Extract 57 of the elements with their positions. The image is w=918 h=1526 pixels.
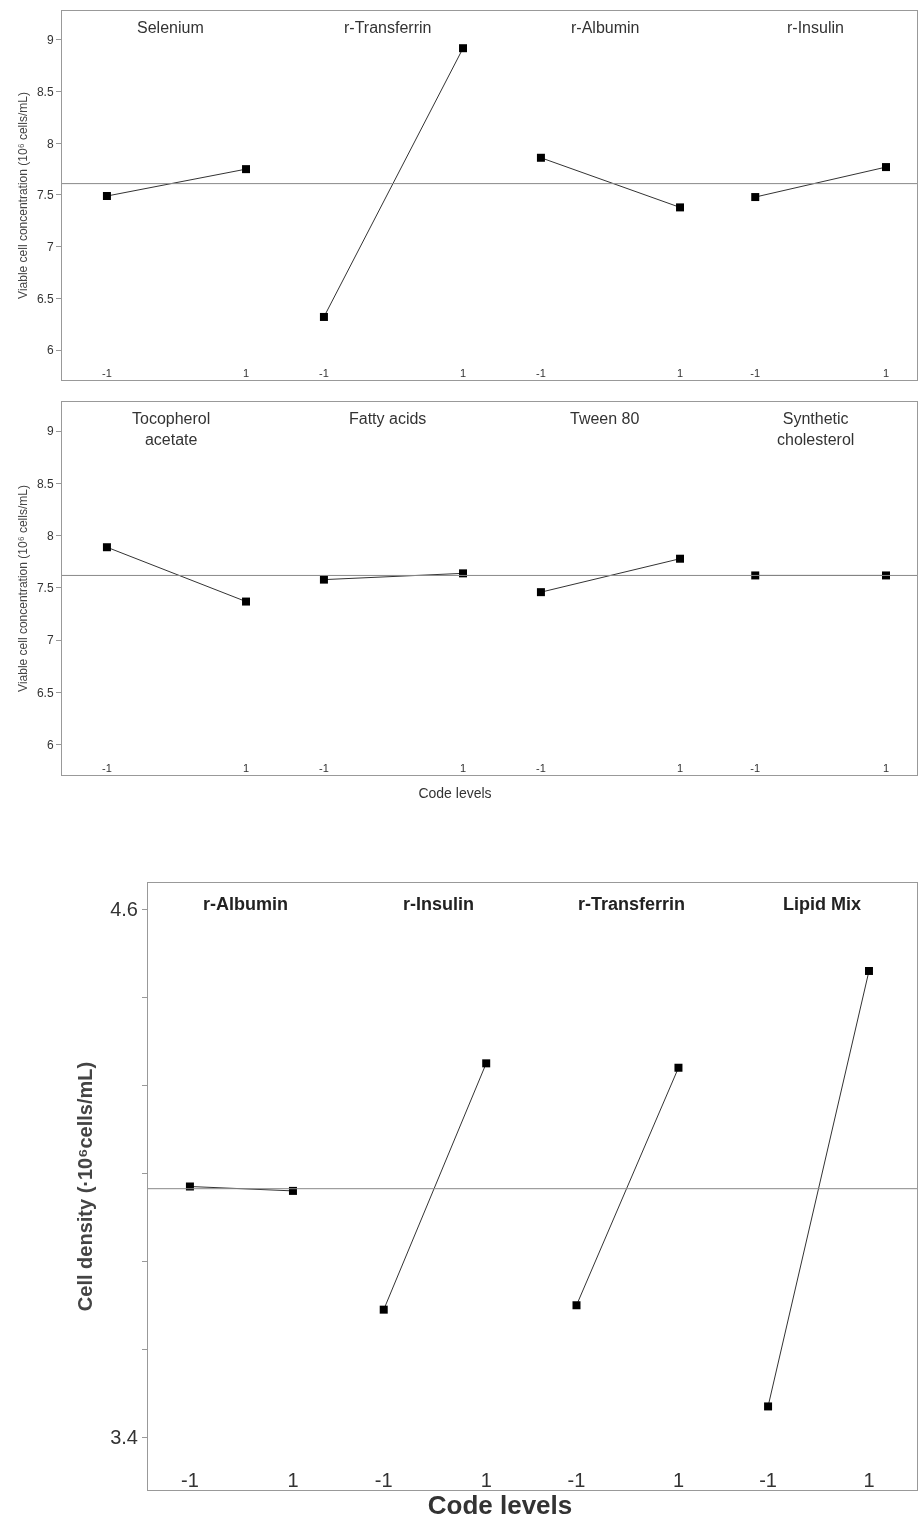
x-tick-label: 1 <box>672 1469 685 1491</box>
y-tick-label: 8.5 <box>36 84 54 99</box>
text: Synthetic cholesterol <box>777 410 855 448</box>
x-tick-label: 1 <box>863 1469 875 1491</box>
y-axis-title: Viable cell concentration (10⁶ cells/mL) <box>16 92 31 299</box>
x-tick-label: 1 <box>882 762 890 774</box>
y-tick-label: 6.5 <box>36 685 54 700</box>
x-axis-title: Code levels <box>426 1490 574 1521</box>
y-tick-label: 6.5 <box>36 291 54 306</box>
y-tick-label: 6 <box>46 343 54 358</box>
x-tick-label: 1 <box>459 762 467 774</box>
y-tick-label: 8 <box>46 136 54 151</box>
text: r-Transferrin <box>578 894 686 914</box>
y-tick-label: 4.6 <box>110 898 138 921</box>
text: r-Insulin <box>787 19 844 36</box>
text: r-Insulin <box>403 894 474 914</box>
y-tick-label: 7 <box>46 633 54 648</box>
x-tick-label: 1 <box>480 1469 492 1491</box>
x-axis-title: Code levels <box>417 785 493 801</box>
x-tick-label: -1 <box>536 762 546 774</box>
x-tick-label: -1 <box>319 762 329 774</box>
text: Fatty acids <box>349 410 427 427</box>
text: r-Transferrin <box>344 19 432 36</box>
y-tick-label: 6 <box>46 737 54 752</box>
text: Tocopherol acetate <box>132 410 211 448</box>
x-tick-label: -1 <box>536 367 546 379</box>
text: r-Albumin <box>203 894 288 914</box>
y-tick-label: 3.4 <box>110 1426 138 1449</box>
x-tick-label: -1 <box>759 1469 777 1491</box>
y-tick-label: 7.5 <box>36 581 54 596</box>
x-tick-label: 1 <box>459 367 467 379</box>
y-tick-label: 8.5 <box>36 476 54 491</box>
x-tick-label: 1 <box>676 762 684 774</box>
text: r-Albumin <box>571 19 640 36</box>
x-tick-label: -1 <box>374 1469 393 1491</box>
x-tick-label: 1 <box>242 762 250 774</box>
y-tick-label: 9 <box>46 424 54 439</box>
text: Tween 80 <box>570 410 640 427</box>
x-tick-label: -1 <box>102 762 112 774</box>
y-tick-label: 7.5 <box>36 188 54 203</box>
y-tick-label: 8 <box>46 528 54 543</box>
y-tick-label: 9 <box>46 33 54 48</box>
y-axis-title: Cell density (·10⁶cells/mL) <box>73 1061 96 1312</box>
y-tick-label: 7 <box>46 239 54 254</box>
x-tick-label: -1 <box>750 762 761 774</box>
y-axis-title: Viable cell concentration (10⁶ cells/mL) <box>16 485 31 692</box>
x-tick-label: 1 <box>287 1469 299 1491</box>
x-tick-label: 1 <box>242 367 250 379</box>
x-tick-label: -1 <box>102 367 112 379</box>
x-tick-label: -1 <box>567 1469 586 1491</box>
x-tick-label: -1 <box>181 1469 199 1491</box>
x-tick-label: -1 <box>319 367 329 379</box>
x-tick-label: -1 <box>750 367 761 379</box>
text: Lipid Mix <box>783 894 861 914</box>
x-tick-label: 1 <box>882 367 890 379</box>
x-tick-label: 1 <box>676 367 684 379</box>
text: Selenium <box>137 19 204 36</box>
